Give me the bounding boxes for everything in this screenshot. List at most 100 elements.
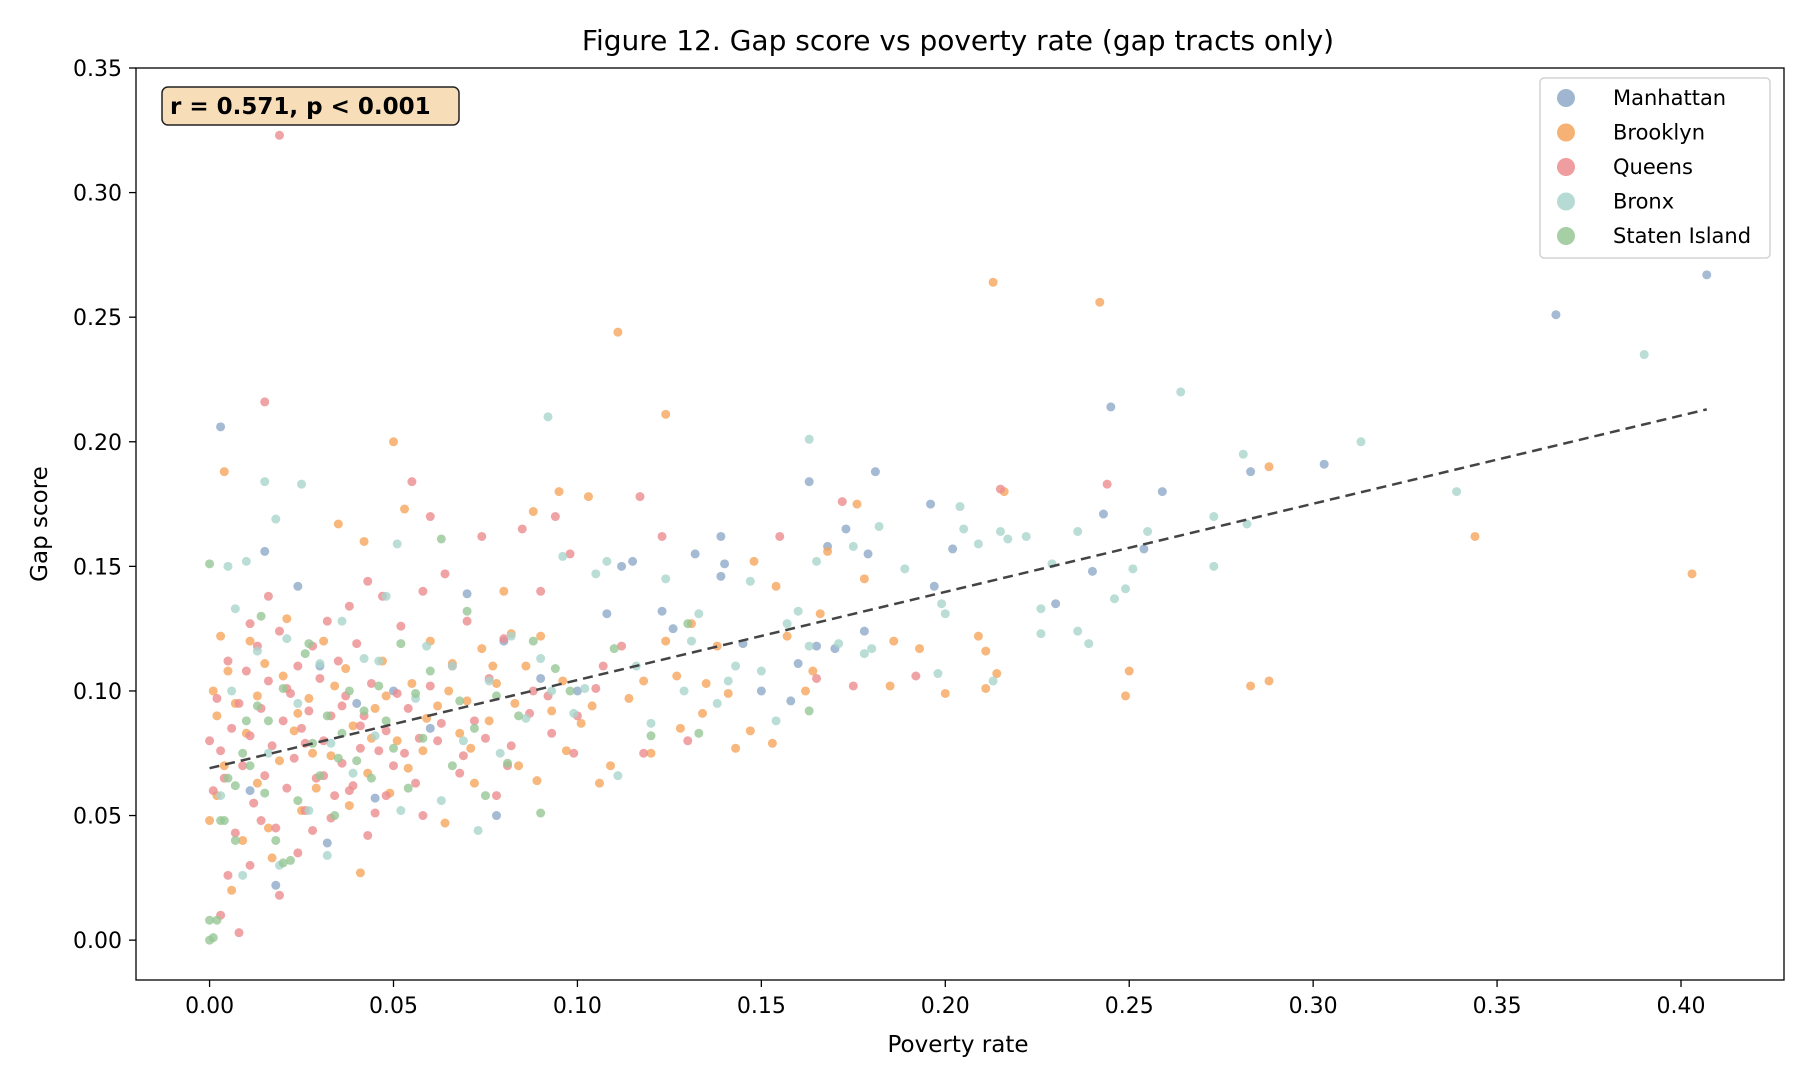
point-brooklyn	[392, 736, 402, 746]
point-queens	[492, 791, 501, 801]
point-bronx	[230, 604, 240, 614]
point-bronx	[874, 521, 884, 531]
point-brooklyn	[208, 686, 218, 696]
point-bronx	[495, 748, 505, 758]
point-brooklyn	[319, 636, 329, 646]
point-bronx	[392, 539, 402, 549]
point-bronx	[1084, 639, 1094, 649]
point-brooklyn	[418, 746, 428, 756]
point-manhattan	[1551, 310, 1561, 320]
point-manhattan	[716, 571, 726, 581]
point-queens	[293, 848, 303, 858]
point-bronx	[1021, 531, 1031, 541]
point-bronx	[359, 654, 369, 664]
point-bronx	[322, 850, 332, 860]
point-brooklyn	[1124, 666, 1134, 676]
point-manhattan	[370, 793, 380, 803]
point-bronx	[1356, 437, 1366, 447]
y-tick-label: 0.25	[73, 306, 122, 331]
point-staten-island	[550, 664, 560, 674]
point-manhattan	[572, 686, 582, 696]
point-manhattan	[690, 549, 700, 559]
point-bronx	[834, 639, 844, 649]
point-queens	[639, 748, 649, 758]
point-bronx	[1110, 594, 1119, 604]
point-queens	[223, 870, 233, 880]
point-bronx	[1176, 387, 1186, 397]
point-brooklyn	[267, 853, 277, 863]
point-bronx	[282, 634, 292, 644]
point-queens	[274, 626, 284, 636]
point-queens	[381, 791, 391, 801]
point-bronx	[1452, 487, 1462, 497]
point-staten-island	[514, 711, 524, 721]
point-brooklyn	[245, 636, 255, 646]
point-bronx	[216, 791, 226, 801]
point-staten-island	[359, 706, 369, 716]
trend-line	[209, 408, 1708, 770]
point-queens	[216, 746, 226, 756]
point-queens	[425, 512, 435, 522]
point-queens	[433, 736, 443, 746]
point-staten-island	[230, 781, 240, 791]
point-bronx	[326, 738, 336, 748]
legend-marker-brooklyn	[1557, 123, 1575, 142]
point-queens	[260, 397, 270, 407]
point-staten-island	[300, 649, 310, 659]
point-brooklyn	[341, 664, 351, 674]
legend-marker-manhattan	[1557, 89, 1575, 107]
point-brooklyn	[782, 631, 792, 641]
point-brooklyn	[1121, 691, 1131, 701]
point-queens	[274, 130, 284, 140]
point-queens	[565, 549, 575, 559]
point-bronx	[602, 556, 612, 566]
point-bronx	[1121, 584, 1131, 594]
point-manhattan	[492, 811, 501, 821]
point-bronx	[536, 654, 546, 664]
point-queens	[389, 761, 398, 771]
legend-marker-staten-island	[1557, 227, 1575, 245]
point-queens	[241, 666, 251, 676]
point-manhattan	[425, 723, 435, 733]
point-staten-island	[333, 753, 343, 763]
point-brooklyn	[915, 644, 925, 654]
point-staten-island	[260, 788, 270, 798]
point-bronx	[484, 676, 494, 686]
point-bronx	[293, 698, 303, 708]
point-queens	[249, 798, 259, 808]
point-brooklyn	[801, 686, 810, 696]
point-bronx	[712, 698, 722, 708]
point-staten-island	[241, 716, 251, 726]
point-queens	[260, 771, 270, 781]
point-queens	[400, 748, 410, 758]
point-brooklyn	[815, 609, 825, 619]
point-manhattan	[1139, 544, 1149, 554]
point-manhattan	[1319, 459, 1329, 469]
x-tick-label: 0.25	[1105, 994, 1154, 1019]
point-bronx	[723, 676, 733, 686]
point-brooklyn	[484, 716, 494, 726]
point-brooklyn	[311, 783, 321, 793]
point-brooklyn	[223, 666, 233, 676]
point-bronx	[995, 526, 1005, 536]
point-bronx	[756, 666, 766, 676]
point-bronx	[381, 591, 391, 601]
point-brooklyn	[219, 467, 229, 477]
point-brooklyn	[561, 746, 571, 756]
point-manhattan	[462, 589, 472, 599]
point-queens	[995, 484, 1005, 494]
point-staten-island	[436, 534, 446, 544]
point-brooklyn	[767, 738, 777, 748]
point-queens	[517, 524, 527, 534]
point-brooklyn	[528, 507, 538, 517]
point-brooklyn	[661, 409, 671, 419]
point-bronx	[731, 661, 741, 671]
point-queens	[333, 656, 343, 666]
plot-area	[135, 67, 1785, 981]
point-bronx	[793, 606, 803, 616]
point-brooklyn	[675, 723, 685, 733]
point-brooklyn	[212, 711, 222, 721]
point-staten-island	[609, 644, 619, 654]
point-manhattan	[617, 561, 627, 571]
point-bronx	[1639, 350, 1649, 360]
